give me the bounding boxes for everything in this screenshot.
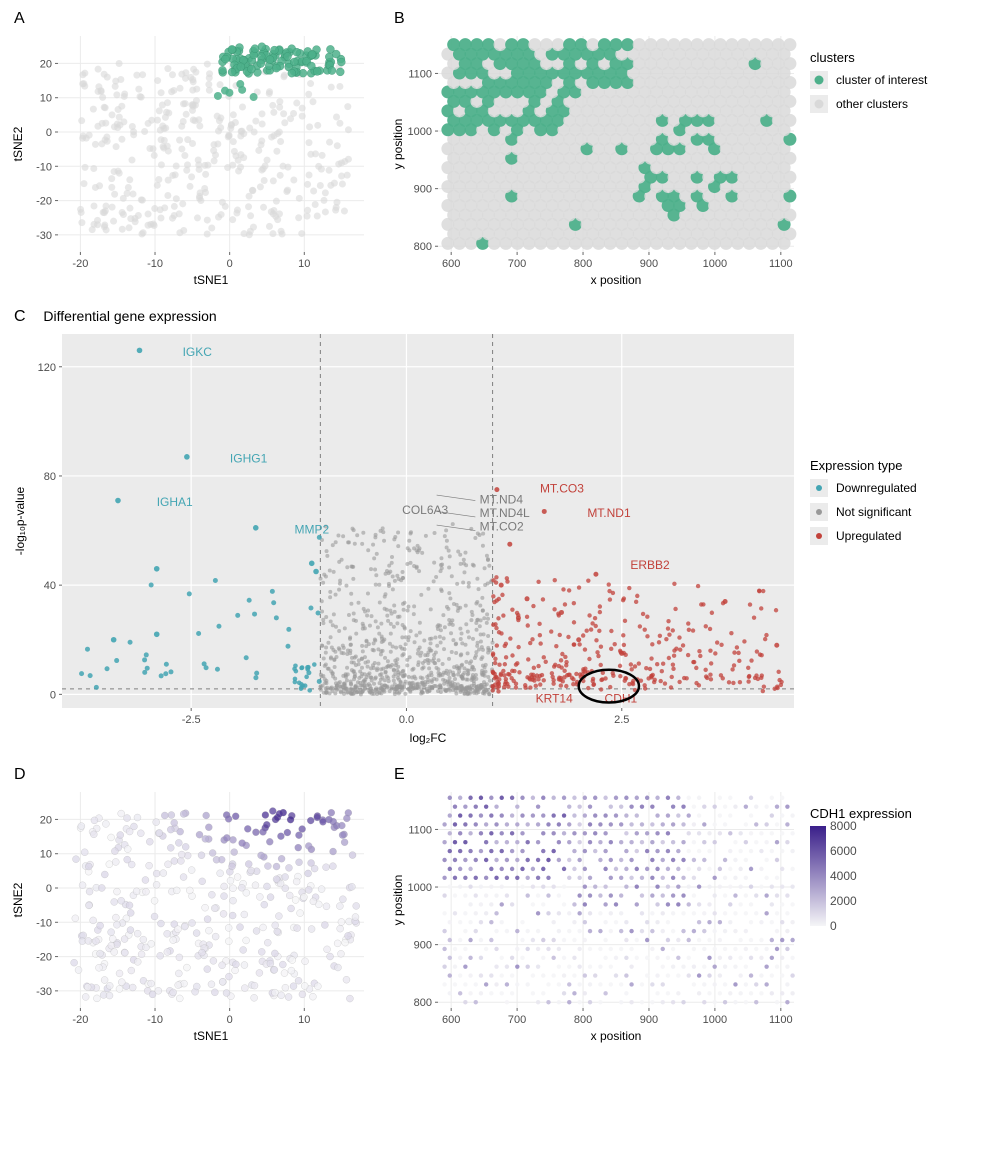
svg-text:800: 800 [574,258,592,270]
svg-text:900: 900 [414,940,432,952]
panel-E-svg: 600 700 800 900 1000 1100 800 900 1000 1100 x posi… [390,786,800,1046]
svg-text:4000: 4000 [830,869,857,883]
svg-text:-30: -30 [36,230,52,242]
svg-text:MT.CO2: MT.CO2 [480,520,524,534]
svg-text:600: 600 [442,258,460,270]
svg-text:8000: 8000 [830,821,857,833]
panel-A-svg: -20 -10 0 10 -30 -20 -10 0 10 20 tSNE1 tSNE2 [10,30,370,290]
panel-C-title: Differential gene expression [43,308,216,324]
svg-text:800: 800 [414,997,432,1009]
legend-expression: Expression typeDownregulatedNot signific… [800,308,917,545]
svg-text:tSNE1: tSNE1 [194,273,229,287]
svg-text:10: 10 [298,1014,310,1026]
row-1: A -20 -10 0 10 -30 -20 -10 0 10 20 tSNE1 tSNE2 B 60… [10,10,980,290]
svg-text:0: 0 [227,258,233,270]
svg-text:KRT14: KRT14 [536,692,573,706]
svg-text:x position: x position [591,1029,642,1043]
svg-text:IGHA1: IGHA1 [157,495,193,509]
svg-text:20: 20 [40,814,52,826]
svg-text:1000: 1000 [408,882,432,894]
svg-text:0: 0 [50,689,56,701]
panel-C-label: C Differential gene expression [14,308,800,326]
svg-text:1100: 1100 [769,258,793,270]
svg-text:0: 0 [830,919,837,933]
panel-E-wrap: E 600 700 800 900 1000 1100 800 900 1000 1100 x po… [390,766,800,1046]
svg-text:20: 20 [40,58,52,70]
panel-D-svg: -20 -10 0 10 -30 -20 -10 0 10 20 tSNE1 tSNE2 [10,786,370,1046]
panel-B-wrap: B 600 700 800 900 1000 1100 800 900 1000 1100 x po… [390,10,800,290]
svg-text:0: 0 [46,883,52,895]
svg-text:tSNE2: tSNE2 [11,882,25,917]
svg-text:-30: -30 [36,986,52,998]
legend-cdh1: CDH1 expression02000400060008000 [800,766,912,941]
svg-text:800: 800 [574,1014,592,1026]
svg-text:1100: 1100 [408,824,432,836]
svg-text:0.0: 0.0 [399,714,414,726]
svg-text:-10: -10 [147,258,163,270]
svg-text:700: 700 [508,1014,526,1026]
panel-A-label: A [14,10,370,28]
svg-text:-10: -10 [36,917,52,929]
panel-D-label: D [14,766,370,784]
legend-clusters: clusterscluster of interestother cluster… [800,10,927,113]
panel-C-wrap: C Differential gene expression -2.5 0.0 2.… [10,308,800,748]
row-3: D -20 -10 0 10 -30 -20 -10 0 10 20 tSNE1 tSNE2 E 60… [10,766,980,1046]
svg-text:700: 700 [508,258,526,270]
svg-text:-20: -20 [36,196,52,208]
svg-text:10: 10 [298,258,310,270]
svg-text:MT.ND1: MT.ND1 [587,506,631,520]
svg-text:1000: 1000 [703,258,727,270]
svg-text:80: 80 [44,471,56,483]
svg-text:-20: -20 [72,1014,88,1026]
svg-text:log₂FC: log₂FC [410,731,447,745]
svg-text:tSNE2: tSNE2 [11,126,25,161]
svg-text:y position: y position [391,119,405,170]
svg-text:-10: -10 [36,161,52,173]
svg-text:1000: 1000 [703,1014,727,1026]
svg-text:0: 0 [46,127,52,139]
panel-B-svg: 600 700 800 900 1000 1100 800 900 1000 1100 x posi… [390,30,800,290]
svg-text:tSNE1: tSNE1 [194,1029,229,1043]
svg-text:ERBB2: ERBB2 [630,558,670,572]
panel-D-wrap: D -20 -10 0 10 -30 -20 -10 0 10 20 tSNE1 tSNE2 [10,766,370,1046]
svg-text:800: 800 [414,241,432,253]
svg-text:600: 600 [442,1014,460,1026]
svg-text:120: 120 [38,362,56,374]
svg-text:10: 10 [40,93,52,105]
svg-text:1100: 1100 [769,1014,793,1026]
svg-text:40: 40 [44,580,56,592]
svg-text:-2.5: -2.5 [182,714,201,726]
svg-text:x position: x position [591,273,642,287]
svg-text:MT.ND4L: MT.ND4L [480,506,530,520]
svg-text:900: 900 [414,184,432,196]
svg-text:IGKC: IGKC [183,345,213,359]
svg-text:IGHG1: IGHG1 [230,451,268,465]
panel-E-label: E [394,766,800,784]
svg-text:900: 900 [640,1014,658,1026]
figure: A -20 -10 0 10 -30 -20 -10 0 10 20 tSNE1 tSNE2 B 60… [10,10,980,1046]
svg-text:y position: y position [391,875,405,926]
svg-text:MT.ND4: MT.ND4 [480,492,524,506]
svg-text:-10: -10 [147,1014,163,1026]
svg-text:2000: 2000 [830,894,857,908]
row-2: C Differential gene expression -2.5 0.0 2.… [10,308,980,748]
svg-text:2.5: 2.5 [614,714,629,726]
svg-text:10: 10 [40,849,52,861]
svg-text:MT.CO3: MT.CO3 [540,481,584,495]
panel-B-label: B [394,10,800,28]
panel-C-letter: C [14,308,26,325]
svg-text:COL6A3: COL6A3 [402,503,448,517]
panel-A-wrap: A -20 -10 0 10 -30 -20 -10 0 10 20 tSNE1 tSNE2 [10,10,370,290]
svg-text:-20: -20 [72,258,88,270]
svg-text:-20: -20 [36,952,52,964]
panel-C-svg: -2.5 0.0 2.5 0 40 80 120 log₂FC -log₁₀p-value IGK… [10,328,800,748]
svg-text:-log₁₀p-value: -log₁₀p-value [13,486,27,555]
svg-text:MMP2: MMP2 [295,522,330,536]
svg-text:1100: 1100 [408,68,432,80]
svg-text:1000: 1000 [408,126,432,138]
svg-text:0: 0 [227,1014,233,1026]
svg-text:6000: 6000 [830,844,857,858]
svg-text:900: 900 [640,258,658,270]
